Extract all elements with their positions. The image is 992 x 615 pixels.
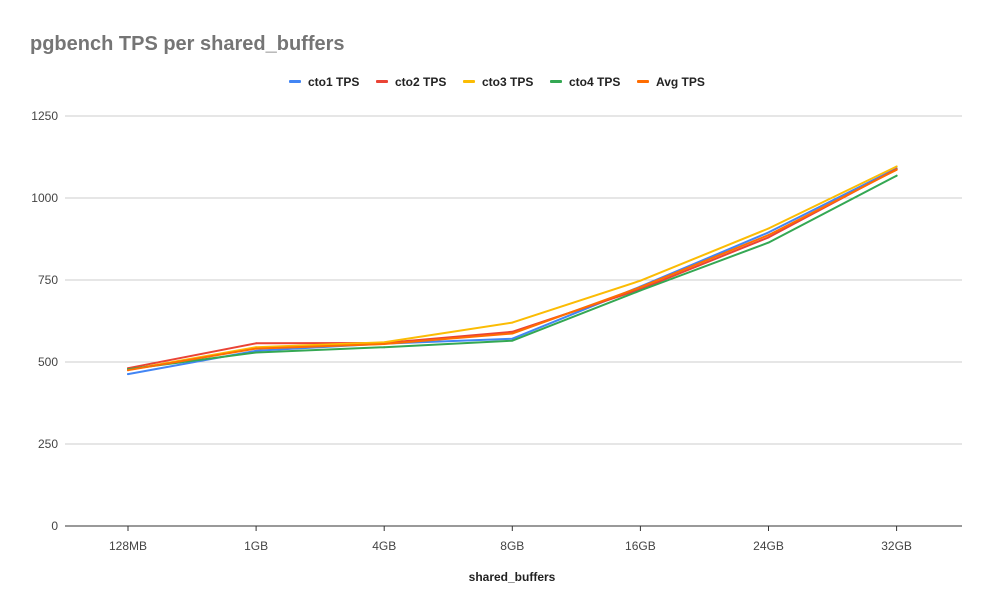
series-lines bbox=[127, 165, 898, 376]
legend-swatch-cto4-tps bbox=[550, 80, 562, 83]
y-tick-label: 500 bbox=[38, 355, 58, 369]
y-tick-label: 1000 bbox=[31, 191, 58, 205]
data-point-cto3-tps bbox=[767, 227, 770, 230]
x-tick-label: 24GB bbox=[753, 539, 784, 553]
data-point-avg-tps bbox=[255, 347, 258, 350]
data-point-cto2-tps bbox=[767, 236, 770, 239]
data-point-cto1-tps bbox=[255, 349, 258, 352]
legend-label-cto4-tps: cto4 TPS bbox=[569, 75, 620, 89]
data-point-cto1-tps bbox=[127, 373, 129, 376]
data-point-avg-tps bbox=[639, 286, 642, 289]
data-point-avg-tps bbox=[767, 234, 770, 237]
legend-label-cto2-tps: cto2 TPS bbox=[395, 75, 446, 89]
y-tick-label: 1250 bbox=[31, 109, 58, 123]
data-point-cto4-tps bbox=[383, 346, 386, 349]
x-tick-label: 4GB bbox=[372, 539, 396, 553]
gridlines bbox=[65, 115, 962, 445]
data-point-avg-tps bbox=[127, 369, 129, 372]
x-tick-label: 1GB bbox=[244, 539, 268, 553]
y-tick-label: 0 bbox=[51, 519, 58, 533]
legend-swatch-cto1-tps bbox=[289, 80, 301, 83]
legend-label-avg-tps: Avg TPS bbox=[656, 75, 705, 89]
data-point-cto4-tps bbox=[895, 174, 898, 177]
legend-label-cto3-tps: cto3 TPS bbox=[482, 75, 533, 89]
data-point-avg-tps bbox=[383, 342, 386, 345]
data-point-cto4-tps bbox=[255, 351, 258, 354]
y-tick-label: 250 bbox=[38, 437, 58, 451]
data-point-cto3-tps bbox=[895, 165, 898, 168]
legend-label-cto1-tps: cto1 TPS bbox=[308, 75, 359, 89]
x-tick-label: 32GB bbox=[881, 539, 912, 553]
x-axis-title: shared_buffers bbox=[469, 570, 556, 584]
y-tick-label: 750 bbox=[38, 273, 58, 287]
data-point-avg-tps bbox=[511, 332, 514, 335]
legend: cto1 TPS cto2 TPS cto3 TPS cto4 TPS Avg TPS bbox=[289, 75, 705, 89]
data-point-cto1-tps bbox=[511, 337, 514, 340]
x-axis-ticks: 128MB 1GB 4GB 8GB 16GB 24GB 32GB bbox=[109, 526, 912, 553]
data-point-cto4-tps bbox=[639, 289, 642, 292]
data-point-cto3-tps bbox=[511, 321, 514, 324]
data-point-cto2-tps bbox=[255, 342, 258, 345]
y-axis-ticks: 0 250 500 750 1000 1250 bbox=[31, 109, 58, 533]
data-point-cto4-tps bbox=[767, 241, 770, 244]
chart-title: pgbench TPS per shared_buffers bbox=[30, 33, 345, 55]
data-point-cto3-tps bbox=[639, 279, 642, 282]
data-point-cto4-tps bbox=[511, 339, 514, 342]
series-line-cto1-tps bbox=[127, 167, 898, 376]
data-point-avg-tps bbox=[895, 168, 898, 171]
x-tick-label: 8GB bbox=[500, 539, 524, 553]
data-point-cto1-tps bbox=[767, 231, 770, 234]
data-point-cto3-tps bbox=[383, 341, 386, 344]
x-tick-label: 16GB bbox=[625, 539, 656, 553]
legend-swatch-cto3-tps bbox=[463, 80, 475, 83]
legend-swatch-cto2-tps bbox=[376, 80, 388, 83]
x-tick-label: 128MB bbox=[109, 539, 147, 553]
legend-swatch-avg-tps bbox=[637, 80, 649, 83]
